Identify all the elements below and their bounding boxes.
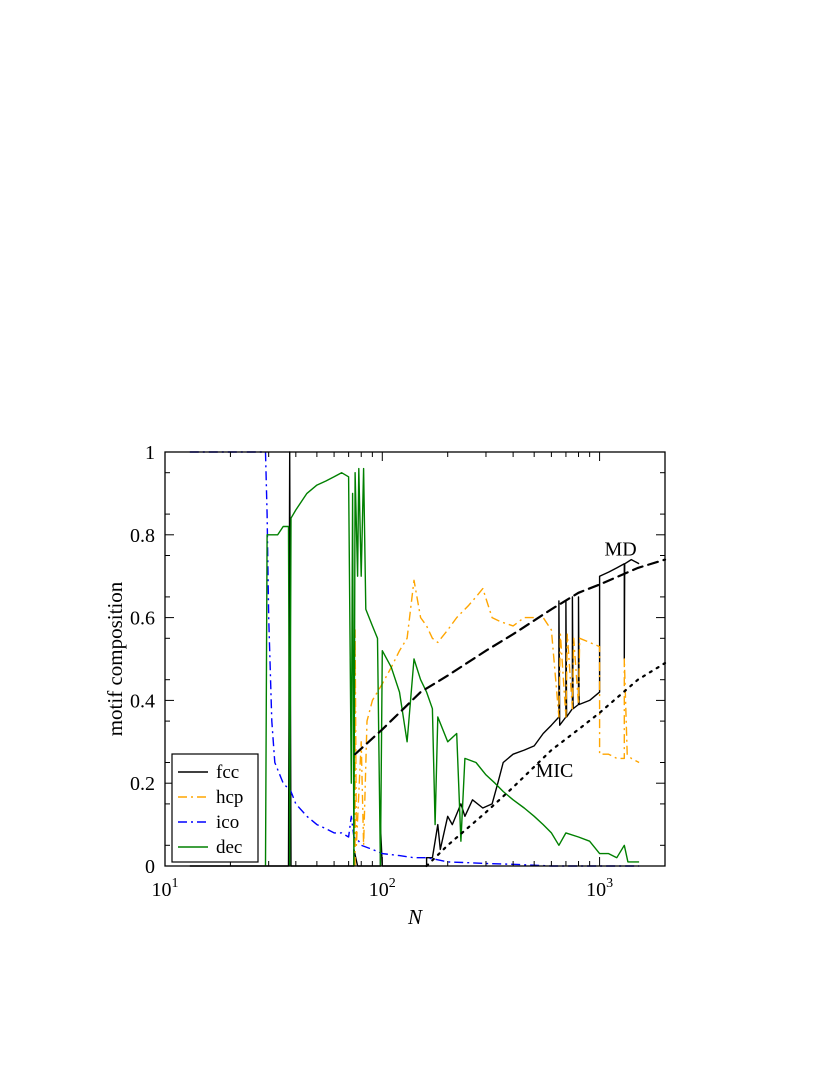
y-tick-label: 0 <box>145 856 155 878</box>
y-tick-label: 1 <box>145 442 155 464</box>
legend-label-hcp: hcp <box>216 787 243 808</box>
plot-frame <box>164 451 666 867</box>
fit-md-line <box>354 558 667 756</box>
annotation-md: MD <box>604 539 636 561</box>
x-tick-label: 103 <box>586 876 613 901</box>
legend-box <box>171 753 259 863</box>
x-tick-label: 102 <box>369 876 396 901</box>
tick-layer <box>164 451 666 867</box>
annotation-mic: MIC <box>536 760 574 782</box>
y-tick-label: 0.6 <box>130 608 155 630</box>
annotation-layer: MD MIC <box>536 539 637 783</box>
tick-label-layer: 0 0.2 0.4 0.6 0.8 1 101 102 103 <box>130 442 613 901</box>
legend-label-dec: dec <box>216 837 242 858</box>
series-layer <box>189 451 640 867</box>
series-fcc-line <box>189 451 640 867</box>
x-tick-label: 101 <box>152 876 179 901</box>
legend: fcc hcp ico dec <box>171 753 259 863</box>
y-tick-label: 0.2 <box>130 773 155 795</box>
fit-mic-line <box>425 662 667 868</box>
y-tick-label: 0.8 <box>130 525 155 547</box>
y-axis-label: motif composition <box>103 581 127 736</box>
series-dec-line <box>264 467 640 867</box>
legend-label-ico: ico <box>216 812 239 833</box>
x-axis-label: N <box>407 905 423 929</box>
series-hcp-line <box>354 579 640 866</box>
fit-layer <box>354 558 667 868</box>
legend-label-fcc: fcc <box>216 762 239 783</box>
y-tick-label: 0.4 <box>130 690 155 712</box>
